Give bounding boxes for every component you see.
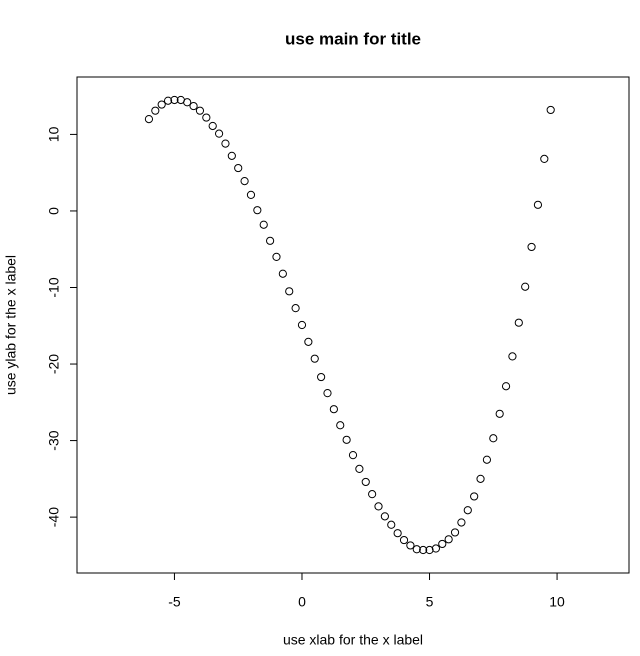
point [470, 492, 479, 501]
x-tick-label: 5 [426, 594, 434, 610]
chart-title: use main for title [285, 29, 421, 48]
point [501, 382, 511, 391]
point [438, 539, 447, 549]
point [259, 220, 268, 229]
point [291, 304, 300, 313]
y-tick-label: -20 [46, 354, 62, 374]
point [297, 320, 307, 330]
point [463, 506, 472, 515]
y-tick-label: -30 [46, 430, 62, 450]
point [144, 114, 154, 124]
point [540, 154, 549, 164]
point [240, 176, 249, 186]
point [399, 535, 409, 545]
y-tick-label: 0 [46, 207, 62, 215]
point [189, 101, 198, 111]
point [329, 405, 338, 414]
point [342, 435, 351, 444]
point [393, 529, 402, 538]
point [202, 113, 211, 122]
point [489, 434, 498, 443]
point [450, 528, 460, 537]
point [163, 96, 173, 105]
point [310, 354, 319, 363]
point [304, 337, 313, 346]
point [157, 100, 166, 109]
point [412, 545, 421, 554]
point [387, 520, 396, 529]
point [183, 98, 192, 107]
point [546, 105, 555, 115]
point [214, 129, 224, 138]
y-tick-label: -10 [46, 277, 62, 297]
point [514, 318, 523, 327]
y-axis-label: use ylab for the x label [3, 255, 19, 395]
point [278, 269, 287, 278]
point [521, 282, 530, 291]
point [508, 352, 517, 361]
point [336, 421, 345, 430]
x-tick-label: 10 [549, 594, 565, 610]
point [374, 502, 383, 511]
point [253, 206, 262, 215]
point [195, 106, 205, 115]
point [272, 252, 281, 261]
point [527, 242, 536, 252]
point [323, 389, 332, 398]
point [406, 541, 415, 550]
point [285, 287, 294, 296]
point [355, 464, 364, 474]
point [361, 477, 370, 487]
point [317, 372, 326, 382]
point [476, 474, 485, 483]
point [482, 455, 492, 464]
point [208, 121, 217, 131]
point [380, 512, 389, 521]
point [444, 535, 453, 544]
x-tick-label: -5 [168, 594, 181, 610]
y-tick-label: -40 [46, 507, 62, 527]
point [368, 490, 377, 499]
plot-box [76, 76, 630, 574]
point [419, 545, 428, 555]
point [495, 409, 504, 418]
x-tick-label: 0 [298, 594, 306, 610]
point [221, 139, 230, 148]
point [227, 151, 236, 160]
point [348, 451, 358, 460]
point [246, 190, 256, 199]
point [151, 106, 160, 115]
y-tick-label: 10 [46, 126, 62, 142]
point [265, 236, 275, 245]
point [234, 163, 243, 173]
point [425, 545, 434, 555]
point [533, 200, 543, 209]
point [431, 544, 441, 553]
point [170, 95, 179, 105]
x-axis-label: use xlab for the x label [283, 632, 423, 648]
point [457, 518, 466, 527]
